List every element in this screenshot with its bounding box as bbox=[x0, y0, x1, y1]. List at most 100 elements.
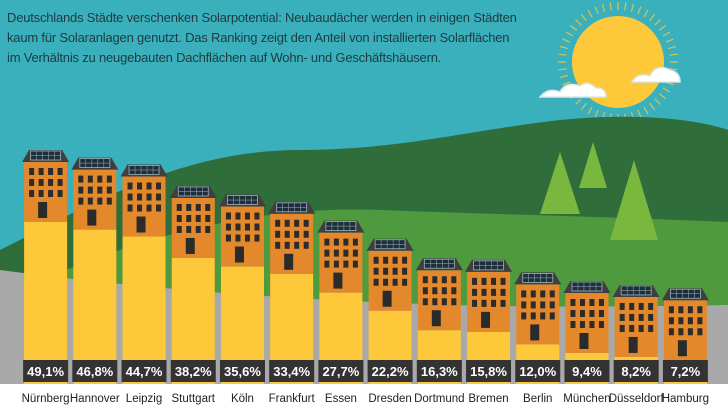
window bbox=[275, 219, 281, 227]
window bbox=[383, 278, 389, 286]
window bbox=[500, 288, 506, 296]
sun-ray bbox=[658, 93, 666, 100]
window bbox=[697, 317, 703, 325]
window bbox=[373, 267, 379, 275]
window bbox=[687, 306, 693, 314]
sun-ray bbox=[665, 38, 674, 43]
value-label-box bbox=[367, 360, 413, 382]
window bbox=[294, 219, 300, 227]
door bbox=[431, 310, 441, 327]
window bbox=[687, 328, 693, 336]
window bbox=[373, 278, 379, 286]
window bbox=[422, 298, 428, 306]
bar bbox=[73, 229, 117, 384]
window bbox=[422, 276, 428, 284]
sun-ray bbox=[630, 3, 635, 12]
window bbox=[254, 223, 260, 231]
window bbox=[598, 298, 604, 306]
window bbox=[324, 260, 330, 268]
window bbox=[343, 260, 349, 268]
value-label-box bbox=[564, 360, 610, 382]
value-label-box bbox=[416, 360, 462, 382]
window bbox=[530, 312, 536, 320]
window bbox=[294, 241, 300, 249]
sun-disc bbox=[572, 16, 664, 108]
window bbox=[451, 287, 457, 295]
category-label: Hamburg bbox=[662, 393, 709, 405]
value-label: 46,8% bbox=[76, 364, 113, 379]
window bbox=[29, 190, 35, 197]
window bbox=[235, 223, 241, 231]
window bbox=[87, 175, 93, 183]
window bbox=[146, 204, 152, 212]
sun-ray bbox=[587, 106, 593, 115]
door bbox=[136, 216, 146, 233]
window bbox=[402, 267, 408, 275]
intro-line: Deutschlands Städte verschenken Solarpot… bbox=[7, 10, 517, 25]
window bbox=[137, 204, 143, 212]
category-label: Essen bbox=[325, 393, 357, 405]
category-label: Köln bbox=[231, 393, 254, 405]
sun-ray bbox=[654, 98, 661, 105]
window bbox=[598, 309, 604, 317]
door bbox=[481, 311, 491, 328]
window bbox=[284, 230, 290, 238]
window bbox=[324, 249, 330, 257]
window bbox=[619, 302, 625, 310]
window bbox=[48, 179, 54, 186]
window bbox=[352, 260, 358, 268]
window bbox=[176, 214, 182, 222]
sun-ray bbox=[637, 6, 642, 15]
window bbox=[254, 234, 260, 242]
category-label: Berlin bbox=[523, 393, 552, 405]
window bbox=[97, 175, 103, 183]
window bbox=[521, 301, 527, 309]
value-label: 8,2% bbox=[621, 364, 651, 379]
sun-ray bbox=[580, 102, 587, 110]
window bbox=[29, 179, 35, 186]
window bbox=[402, 256, 408, 264]
window bbox=[333, 238, 339, 246]
window bbox=[589, 309, 595, 317]
sun-ray bbox=[658, 24, 666, 31]
window bbox=[235, 212, 241, 220]
window bbox=[106, 186, 112, 194]
window bbox=[570, 309, 576, 317]
window bbox=[205, 214, 211, 222]
window bbox=[549, 301, 555, 309]
window bbox=[629, 324, 635, 332]
window bbox=[78, 186, 84, 194]
window bbox=[491, 299, 497, 307]
category-label: Dresden bbox=[368, 393, 411, 405]
category-label: Nürnberg bbox=[22, 393, 70, 405]
window bbox=[87, 197, 93, 205]
sun-ray bbox=[565, 31, 574, 37]
window bbox=[432, 298, 438, 306]
window bbox=[540, 301, 546, 309]
window bbox=[697, 306, 703, 314]
door bbox=[333, 272, 343, 289]
category-label: Frankfurt bbox=[269, 393, 316, 405]
sun-ray bbox=[580, 14, 587, 22]
door bbox=[530, 324, 540, 341]
window bbox=[225, 212, 231, 220]
window bbox=[106, 197, 112, 205]
label-band bbox=[0, 384, 728, 409]
window bbox=[244, 234, 250, 242]
window bbox=[530, 290, 536, 298]
value-label: 49,1% bbox=[27, 364, 64, 379]
window bbox=[500, 299, 506, 307]
door bbox=[382, 290, 392, 307]
window bbox=[579, 320, 585, 328]
value-label: 7,2% bbox=[671, 364, 701, 379]
category-label: Leipzig bbox=[126, 393, 162, 405]
window bbox=[57, 190, 63, 197]
window bbox=[619, 313, 625, 321]
window bbox=[324, 238, 330, 246]
window bbox=[579, 298, 585, 306]
window bbox=[472, 288, 478, 296]
window bbox=[481, 288, 487, 296]
window bbox=[57, 179, 63, 186]
window bbox=[491, 277, 497, 285]
